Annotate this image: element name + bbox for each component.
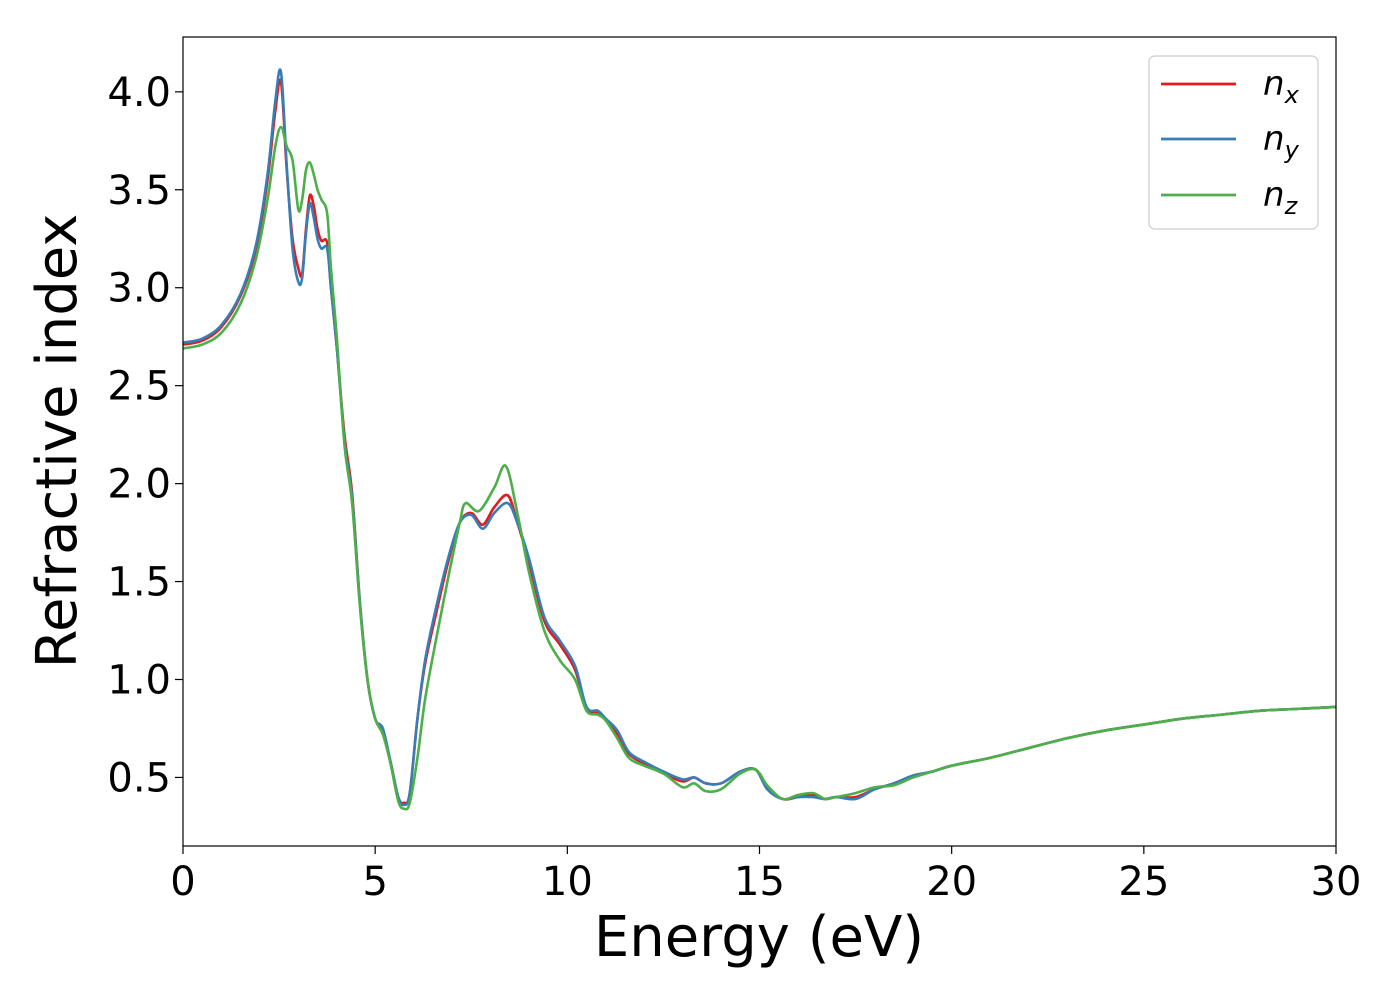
series-layer bbox=[183, 68, 1336, 811]
x-tick-label: 30 bbox=[1311, 859, 1362, 905]
x-tick-label: 10 bbox=[542, 859, 593, 905]
legend-label-n-z: nz bbox=[1263, 175, 1299, 220]
y-tick-label: 0.5 bbox=[107, 755, 171, 801]
y-tick-label: 3.5 bbox=[107, 168, 171, 214]
legend-label-n-x: nx bbox=[1263, 64, 1300, 109]
y-tick-label: 3.0 bbox=[107, 266, 171, 312]
legend-frame bbox=[1148, 55, 1319, 230]
legend-label-n-y: ny bbox=[1263, 119, 1300, 164]
series-line-n-z bbox=[183, 125, 1336, 811]
y-tick-label: 2.0 bbox=[107, 462, 171, 508]
y-axis-label: Refractive index bbox=[25, 214, 90, 669]
x-tick-label: 15 bbox=[734, 859, 785, 905]
x-axis-label: Energy (eV) bbox=[594, 905, 924, 970]
y-tick-label: 1.5 bbox=[107, 560, 171, 606]
y-tick-label: 1.0 bbox=[107, 657, 171, 703]
x-tick-label: 0 bbox=[170, 859, 195, 905]
x-axis-ticks: 0 5 10 15 20 25 30 bbox=[170, 846, 1361, 905]
y-tick-label: 4.0 bbox=[107, 70, 171, 116]
series-line-n-y bbox=[183, 68, 1336, 807]
x-tick-label: 20 bbox=[926, 859, 977, 905]
y-axis-ticks: 0.5 1.0 1.5 2.0 2.5 3.0 3.5 4.0 bbox=[107, 70, 183, 801]
x-tick-label: 5 bbox=[362, 859, 387, 905]
y-tick-label: 2.5 bbox=[107, 364, 171, 410]
legend: nx ny nz bbox=[1148, 55, 1319, 230]
x-tick-label: 25 bbox=[1118, 859, 1169, 905]
